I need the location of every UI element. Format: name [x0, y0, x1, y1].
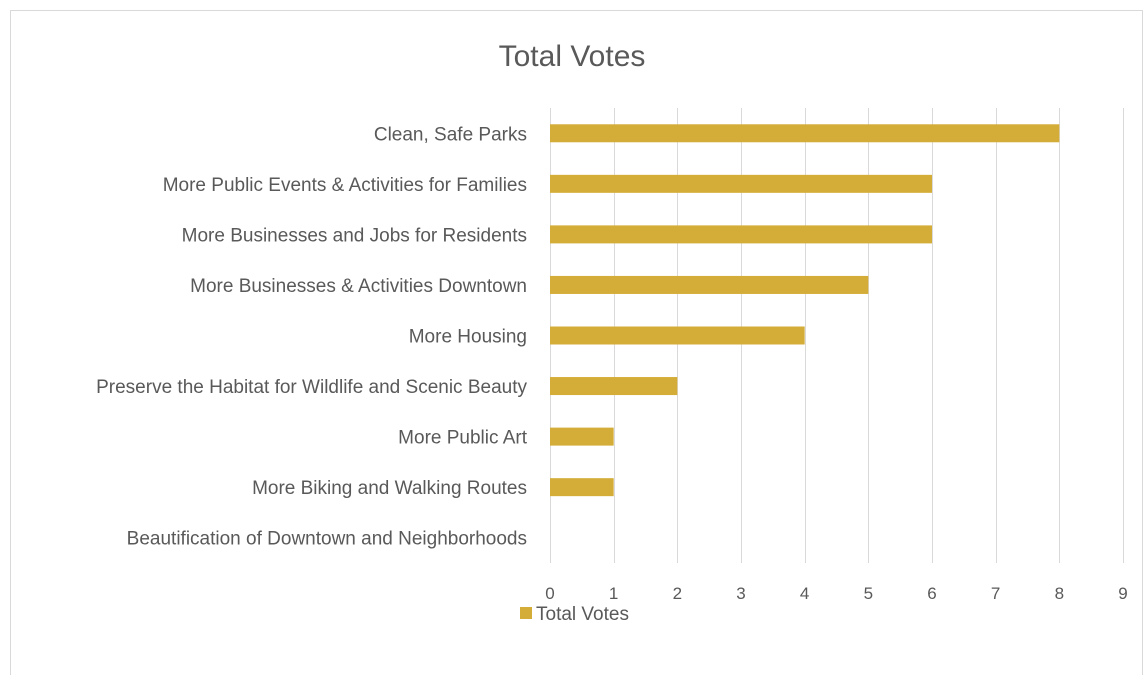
- bar: [550, 124, 1060, 143]
- category-label: More Businesses and Jobs for Residents: [182, 225, 527, 246]
- x-tick-labels: 0 1 2 3 4 5 6 7 8 9: [545, 584, 1127, 603]
- bar: [550, 427, 614, 446]
- legend: Total Votes: [520, 604, 629, 625]
- chart-border: [10, 10, 1143, 675]
- bar: [550, 377, 678, 396]
- bar: [550, 225, 932, 244]
- x-tick-label: 3: [736, 584, 745, 603]
- category-label: Beautification of Downtown and Neighborh…: [127, 529, 527, 550]
- x-tick-label: 7: [991, 584, 1000, 603]
- x-tick-label: 8: [1055, 584, 1064, 603]
- category-label: Preserve the Habitat for Wildlife and Sc…: [96, 377, 527, 398]
- x-tick-label: 5: [864, 584, 873, 603]
- category-label: More Biking and Walking Routes: [252, 478, 527, 499]
- x-tick-label: 4: [800, 584, 809, 603]
- chart-title: Total Votes: [499, 40, 646, 73]
- bar: [550, 326, 805, 345]
- bars: [550, 124, 1060, 497]
- category-label: More Public Art: [398, 428, 528, 449]
- bar: [550, 478, 614, 497]
- category-label: Clean, Safe Parks: [374, 124, 527, 145]
- category-label: More Housing: [409, 327, 527, 348]
- category-label: More Public Events & Activities for Fami…: [163, 175, 527, 196]
- x-tick-label: 2: [673, 584, 682, 603]
- bar: [550, 174, 932, 193]
- x-tick-label: 1: [609, 584, 618, 603]
- category-labels: Clean, Safe Parks More Public Events & Ac…: [96, 124, 528, 549]
- category-label: More Businesses & Activities Downtown: [190, 276, 527, 297]
- x-tick-label: 6: [927, 584, 936, 603]
- legend-swatch: [520, 607, 532, 619]
- x-tick-label: 9: [1118, 584, 1127, 603]
- bar: [550, 275, 869, 294]
- x-tick-label: 0: [545, 584, 554, 603]
- legend-label: Total Votes: [536, 604, 629, 625]
